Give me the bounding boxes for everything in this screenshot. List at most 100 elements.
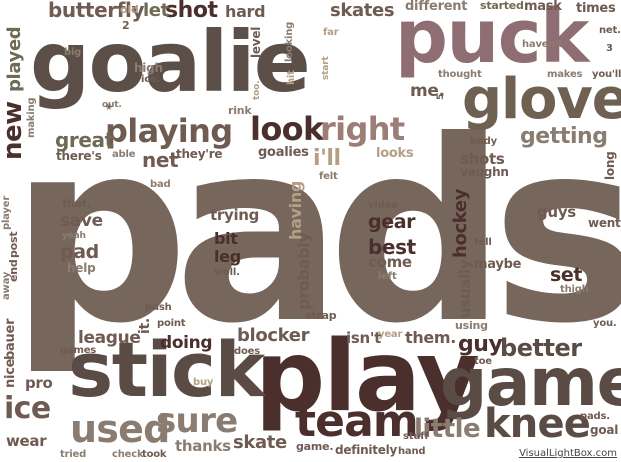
cloud-word: felt bbox=[319, 171, 338, 182]
cloud-word: hard bbox=[225, 2, 266, 21]
cloud-word: pads bbox=[10, 87, 621, 378]
cloud-word: better bbox=[500, 334, 582, 362]
cloud-word: left bbox=[378, 271, 397, 282]
cloud-word: net bbox=[142, 148, 179, 172]
cloud-word: mask bbox=[524, 0, 562, 14]
cloud-word: look bbox=[250, 110, 324, 148]
cloud-word: gear bbox=[368, 211, 416, 233]
cloud-word: goalies bbox=[258, 145, 309, 160]
cloud-word: leg bbox=[214, 247, 241, 266]
cloud-word: hockey bbox=[450, 188, 471, 258]
cloud-word: year bbox=[378, 329, 403, 340]
cloud-word: push bbox=[145, 302, 172, 313]
cloud-word: buy bbox=[193, 377, 214, 388]
cloud-word: save bbox=[60, 211, 103, 231]
cloud-word: usually bbox=[456, 259, 474, 318]
cloud-word: bauer bbox=[3, 318, 18, 360]
cloud-word: getting bbox=[520, 124, 608, 149]
cloud-word: took bbox=[142, 449, 167, 460]
cloud-word: went bbox=[588, 216, 621, 230]
cloud-word: sure bbox=[156, 401, 238, 441]
cloud-word: 2 bbox=[122, 19, 130, 32]
cloud-word: let bbox=[143, 0, 169, 21]
cloud-word: probably bbox=[294, 232, 313, 310]
cloud-word: different bbox=[405, 0, 468, 14]
cloud-word: wear bbox=[6, 432, 47, 450]
watermark-link[interactable]: VisualLightBox.com bbox=[519, 448, 617, 459]
cloud-word: glove bbox=[462, 67, 621, 132]
cloud-word: goalie bbox=[30, 13, 311, 111]
cloud-word: big bbox=[64, 47, 82, 58]
cloud-word: tried bbox=[60, 449, 87, 460]
cloud-word: nice bbox=[3, 358, 18, 388]
cloud-word: new bbox=[0, 101, 28, 160]
cloud-word: team bbox=[295, 396, 419, 447]
cloud-word: game bbox=[440, 344, 621, 421]
cloud-word: used bbox=[70, 407, 170, 451]
cloud-word: toe bbox=[474, 356, 492, 367]
cloud-word: best bbox=[368, 235, 416, 259]
cloud-word: definitely bbox=[335, 443, 398, 457]
cloud-word: isn't bbox=[346, 329, 382, 347]
cloud-word: set bbox=[550, 264, 583, 286]
cloud-word: out. bbox=[102, 100, 122, 110]
cloud-word: makes bbox=[547, 69, 583, 80]
cloud-word: point bbox=[157, 318, 186, 329]
cloud-word: stuff bbox=[403, 431, 429, 442]
cloud-word: they're bbox=[176, 147, 223, 161]
cloud-word: started bbox=[480, 0, 524, 12]
cloud-word: bad bbox=[150, 179, 171, 190]
cloud-word: help bbox=[67, 261, 96, 275]
cloud-word: butterfly bbox=[48, 0, 145, 22]
cloud-word: :) bbox=[366, 377, 375, 388]
cloud-word: times bbox=[576, 1, 616, 16]
cloud-word: too. bbox=[252, 80, 262, 100]
cloud-word: thought bbox=[438, 69, 482, 80]
cloud-word: puck bbox=[395, 0, 589, 80]
cloud-word: bit bbox=[214, 229, 238, 248]
cloud-word: stick bbox=[68, 325, 265, 414]
cloud-word: old bbox=[120, 3, 139, 16]
cloud-word: rink bbox=[228, 104, 252, 117]
cloud-word: far bbox=[323, 27, 339, 38]
cloud-word: yeah bbox=[62, 231, 86, 241]
cloud-word: great bbox=[55, 128, 114, 152]
cloud-word: * bbox=[104, 103, 118, 110]
cloud-word: doing bbox=[160, 333, 213, 353]
cloud-word: hit bbox=[286, 70, 297, 85]
cloud-word: pro bbox=[25, 374, 53, 392]
cloud-word: maybe bbox=[474, 257, 522, 272]
cloud-word: pad bbox=[60, 241, 99, 263]
cloud-word: vaughn bbox=[460, 165, 509, 179]
cloud-word: that. bbox=[62, 197, 91, 210]
cloud-word: guy bbox=[458, 332, 503, 357]
cloud-word: tell bbox=[474, 237, 492, 248]
cloud-word: ice bbox=[4, 391, 51, 426]
cloud-word: check bbox=[112, 449, 144, 460]
cloud-word: trying bbox=[210, 206, 260, 224]
cloud-word: having bbox=[286, 180, 305, 240]
cloud-word: able bbox=[112, 149, 136, 160]
cloud-word: league bbox=[78, 328, 141, 348]
cloud-word: them. bbox=[405, 328, 457, 347]
cloud-word: thigh bbox=[560, 284, 589, 295]
cloud-word: pads. bbox=[580, 411, 610, 422]
cloud-word: games bbox=[60, 345, 97, 356]
cloud-word: making bbox=[26, 97, 37, 138]
cloud-word: start bbox=[321, 56, 331, 80]
cloud-word: strap bbox=[305, 309, 337, 322]
cloud-word: player bbox=[1, 195, 12, 230]
cloud-word: post bbox=[7, 231, 20, 258]
cloud-word: game. bbox=[296, 440, 334, 453]
cloud-word: come bbox=[368, 253, 412, 271]
cloud-word: ice. bbox=[141, 74, 161, 85]
cloud-word: skates bbox=[330, 0, 395, 21]
cloud-word: me. bbox=[410, 81, 445, 101]
cloud-word: well. bbox=[214, 267, 240, 278]
cloud-word: knee bbox=[484, 401, 591, 447]
cloud-word: thanks bbox=[175, 437, 231, 455]
cloud-word: you. bbox=[593, 318, 617, 329]
cloud-word: 5 bbox=[436, 93, 446, 100]
cloud-word: high bbox=[134, 61, 163, 75]
